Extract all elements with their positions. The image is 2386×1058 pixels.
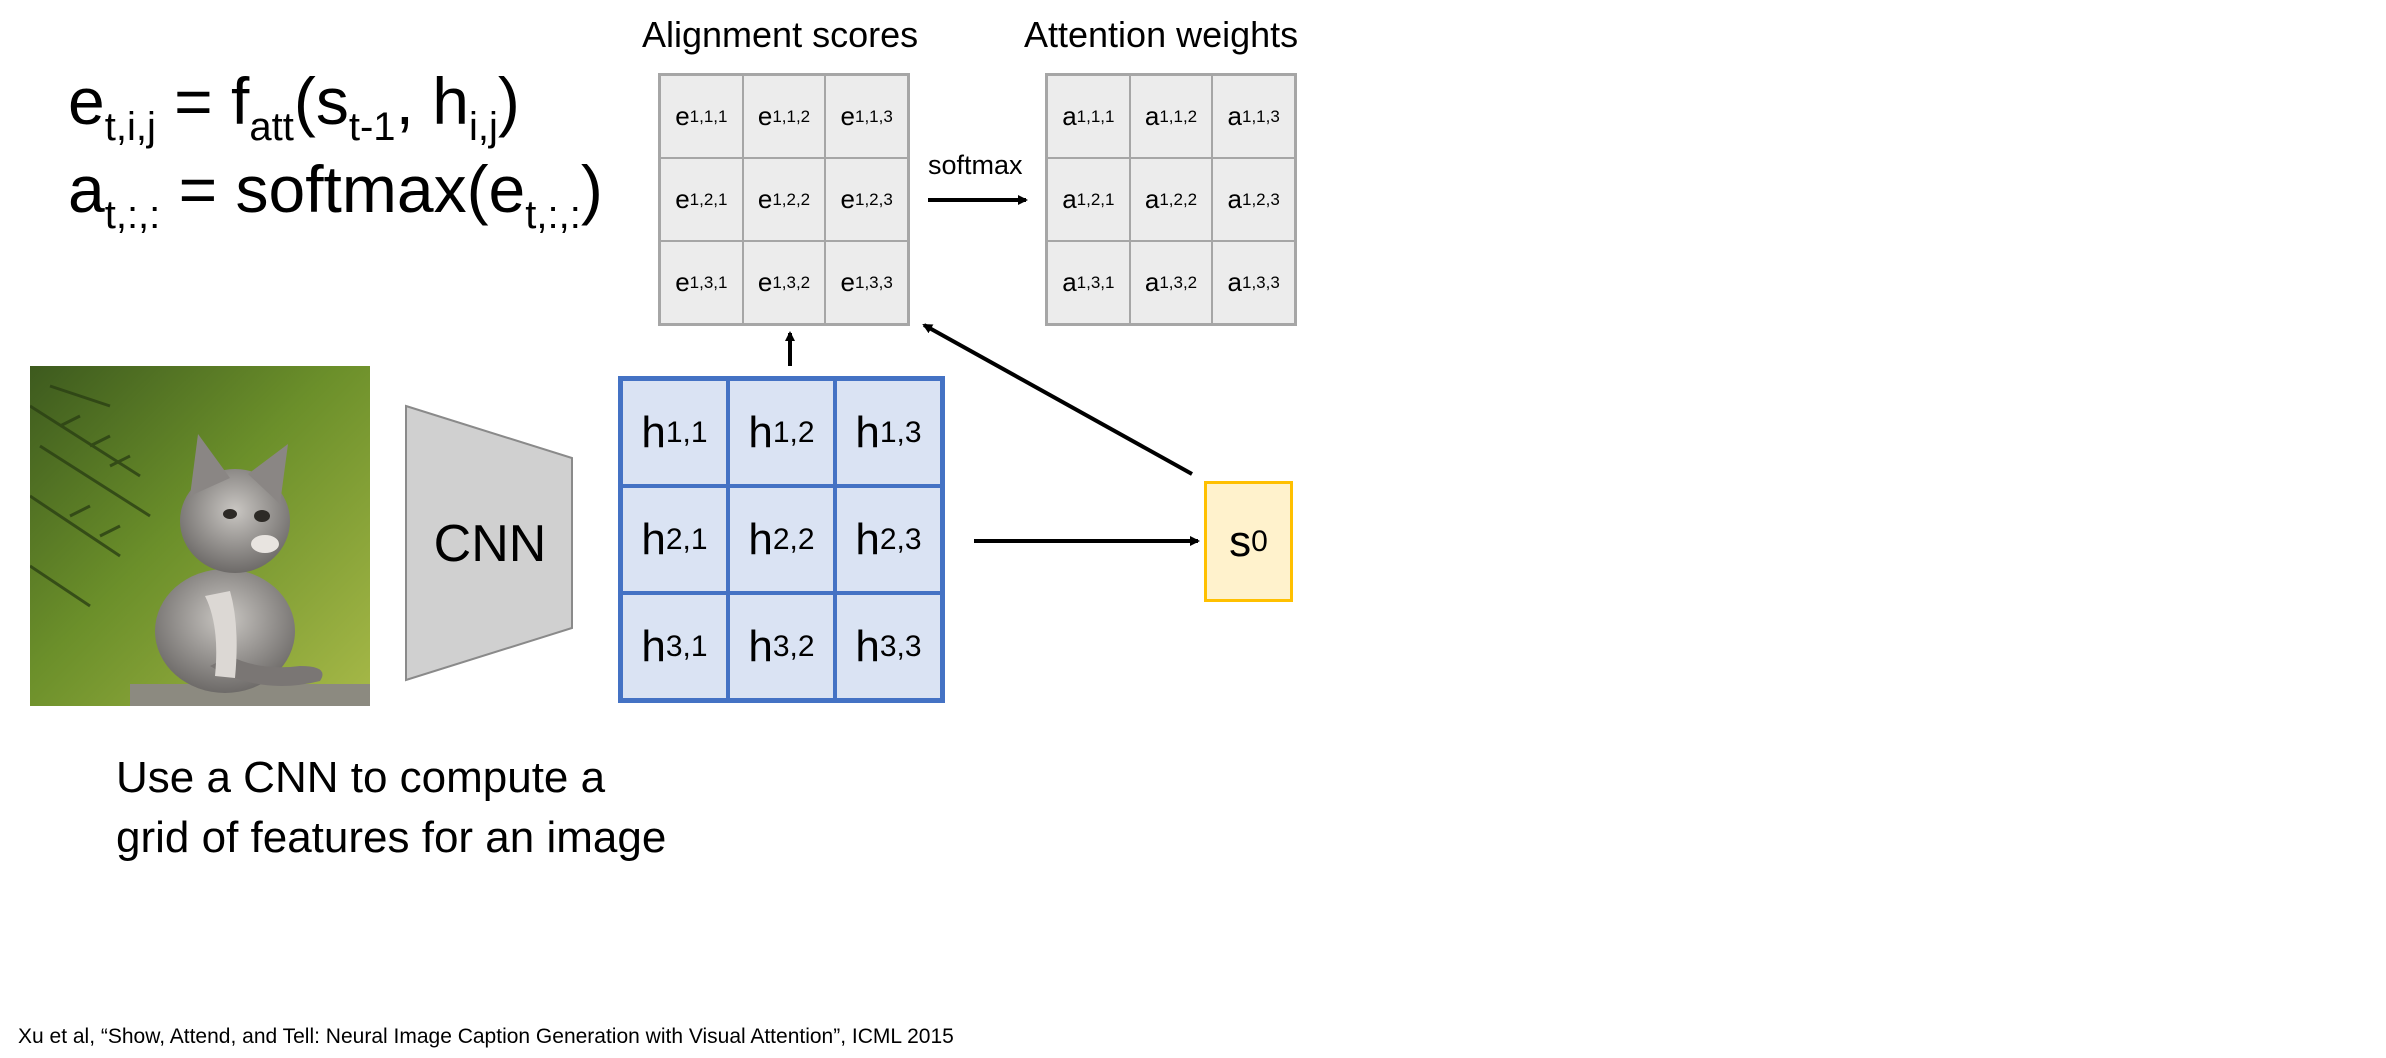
attention-cell-1-1-3: a 1,1,3 <box>1212 75 1295 158</box>
alignment-cell-1-2-2: e 1,2,2 <box>742 158 826 241</box>
softmax-label: softmax <box>928 150 1023 180</box>
alignment-cell-1-1-2: e 1,1,2 <box>742 75 826 158</box>
kitten-image <box>30 366 370 706</box>
attention-cell-1-2-2: a 1,2,2 <box>1129 158 1213 241</box>
feature-cell-3-3: h 3,3 <box>835 593 942 700</box>
attention-cell-1-3-1: a 1,3,1 <box>1047 241 1130 324</box>
state-to-scores-arrow <box>922 323 1193 476</box>
caption-line-2: grid of features for an image <box>116 813 667 862</box>
feature-cell-2-1: h 2,1 <box>621 486 728 593</box>
formula-alignment: et,i,j = fatt(st-1, hi,j) <box>68 64 520 149</box>
attention-cell-1-1-1: a 1,1,1 <box>1047 75 1130 158</box>
feature-cell-3-1: h 3,1 <box>621 593 728 700</box>
alignment-cell-1-2-3: e 1,2,3 <box>825 158 908 241</box>
formula-attention: at,:,: = softmax(et,:,:) <box>68 152 603 237</box>
attention-weights-title: Attention weights <box>1024 14 1299 55</box>
feature-cell-1-3: h 1,3 <box>835 379 942 486</box>
feature-cell-3-2: h 3,2 <box>728 593 835 700</box>
feature-cell-1-2: h 1,2 <box>728 379 835 486</box>
attention-cell-1-3-2: a 1,3,2 <box>1129 241 1213 324</box>
attention-cell-1-2-3: a 1,2,3 <box>1212 158 1295 241</box>
alignment-cell-1-1-1: e 1,1,1 <box>660 75 743 158</box>
caption-line-1: Use a CNN to compute a <box>116 753 606 802</box>
cnn-block <box>405 404 573 682</box>
citation: Xu et al, “Show, Attend, and Tell: Neura… <box>18 1025 954 1048</box>
alignment-cell-1-1-3: e 1,1,3 <box>825 75 908 158</box>
alignment-cell-1-2-1: e 1,2,1 <box>660 158 743 241</box>
attention-cell-1-2-1: a 1,2,1 <box>1047 158 1130 241</box>
cnn-label: CNN <box>433 515 547 573</box>
feature-cell-1-1: h 1,1 <box>621 379 728 486</box>
feature-grid: h 1,1 h 1,2 h 1,3 h 2,1 h 2,2 h 2,3 h 3,1 h 3,2 h 3,3 <box>618 376 945 703</box>
attention-weights-grid: a 1,1,1 a 1,1,2 a 1,1,3 a 1,2,1 a 1,2,2 a 1,2,3 a 1,3… <box>1045 73 1297 326</box>
attention-cell-1-3-3: a 1,3,3 <box>1212 241 1295 324</box>
feature-cell-2-3: h 2,3 <box>835 486 942 593</box>
alignment-cell-1-3-1: e 1,3,1 <box>660 241 743 324</box>
feature-cell-2-2: h 2,2 <box>728 486 835 593</box>
caption: Use a CNN to compute a grid of features … <box>116 748 666 868</box>
alignment-cell-1-3-3: e 1,3,3 <box>825 241 908 324</box>
alignment-cell-1-3-2: e 1,3,2 <box>742 241 826 324</box>
attention-cell-1-1-2: a 1,1,2 <box>1129 75 1213 158</box>
alignment-scores-grid: e 1,1,1 e 1,1,2 e 1,1,3 e 1,2,1 e 1,2,2 e 1,2,3 e 1,3… <box>658 73 910 326</box>
alignment-scores-title: Alignment scores <box>642 14 919 55</box>
